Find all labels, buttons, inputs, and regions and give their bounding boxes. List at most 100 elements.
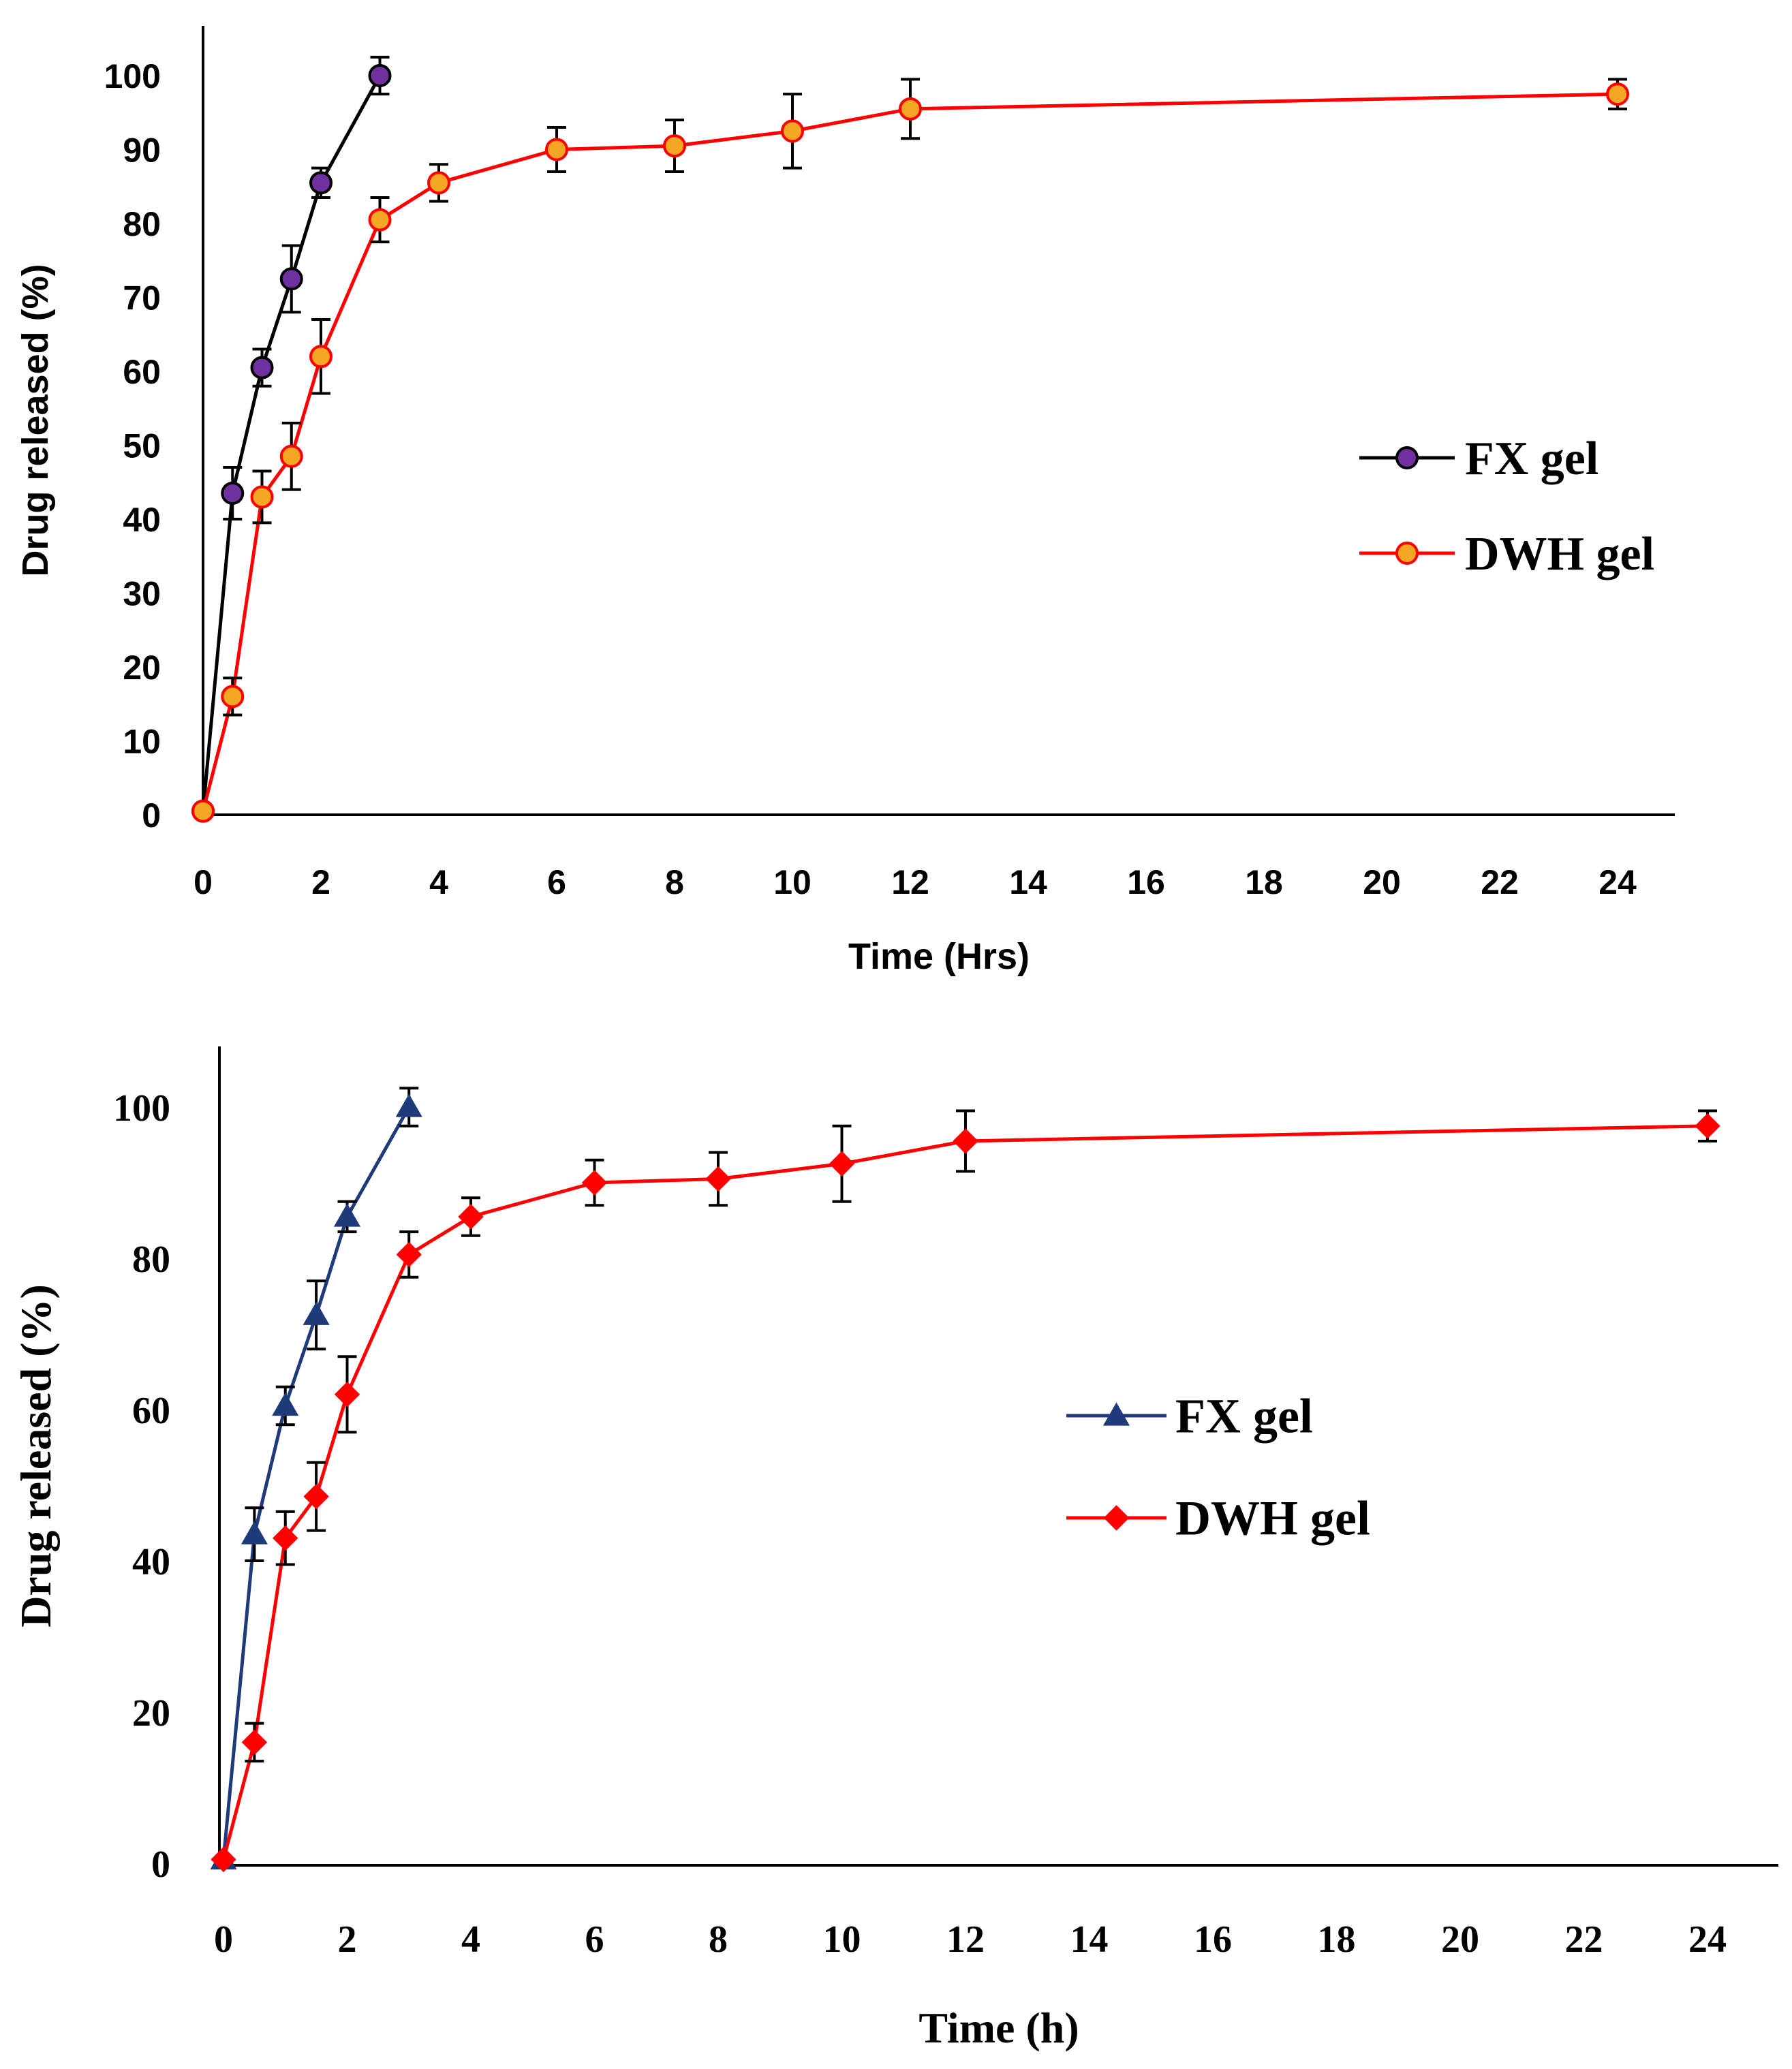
chart2-x-tick-label: 12 xyxy=(946,1918,985,1961)
chart2-x-tick-label: 10 xyxy=(823,1918,861,1961)
chart2-y-tick-label: 100 xyxy=(113,1087,170,1130)
chart1-y-tick-label: 20 xyxy=(123,649,161,687)
chart1-y-axis-title: Drug released (%) xyxy=(15,264,56,576)
chart2-series-line xyxy=(221,1124,1708,1861)
chart1-x-tick-label: 24 xyxy=(1598,863,1637,901)
chart1-data-point xyxy=(279,444,303,468)
chart2-data-point xyxy=(396,1241,422,1268)
chart1-y-tick-label: 10 xyxy=(123,723,161,761)
chart1-data-point xyxy=(781,119,804,143)
chart1-x-tick-label: 12 xyxy=(891,863,929,901)
chart2-data-point xyxy=(953,1128,978,1154)
chart2-series-line xyxy=(221,1106,411,1860)
chart2-y-tick-label: 0 xyxy=(151,1844,170,1886)
chart2-y-tick-label: 80 xyxy=(132,1239,170,1281)
chart1-data-point xyxy=(899,97,922,121)
chart2-data-point xyxy=(211,1846,236,1873)
chart2-x-tick-label: 14 xyxy=(1070,1918,1109,1961)
chart1-data-point xyxy=(1606,82,1629,106)
chart1-series-line xyxy=(201,92,1618,812)
chart1-y-tick-label: 50 xyxy=(123,427,161,465)
chart2-data-point xyxy=(458,1204,484,1230)
chart1-data-point xyxy=(250,485,274,509)
chart1-legend-marker xyxy=(1395,542,1419,565)
chart2-x-tick-label: 4 xyxy=(461,1918,480,1961)
chart1-y-tick-label: 90 xyxy=(123,131,161,170)
chart1-y-tick-label: 100 xyxy=(104,57,161,95)
chart2-legend-label: DWH gel xyxy=(1175,1491,1370,1545)
chart1-data-point xyxy=(191,799,215,823)
chart1-y-tick-label: 60 xyxy=(123,353,161,391)
chart2-data-point xyxy=(581,1170,608,1196)
chart1-x-tick-label: 0 xyxy=(194,863,213,901)
chart1-x-tick-label: 8 xyxy=(665,863,684,901)
chart2-data-point xyxy=(705,1166,731,1192)
chart1-data-point xyxy=(368,208,392,232)
chart1-data-point xyxy=(221,685,245,709)
chart2-data-point xyxy=(1695,1113,1720,1139)
chart1-x-tick-label: 2 xyxy=(311,863,330,901)
chart2-data-point xyxy=(303,1301,330,1325)
chart1-data-point xyxy=(427,171,450,195)
chart1-series-line xyxy=(201,74,382,811)
chart2-x-tick-label: 20 xyxy=(1441,1918,1479,1961)
chart1-x-tick-label: 18 xyxy=(1245,863,1283,901)
chart1-data-point xyxy=(221,482,245,505)
chart2-series-dwh-gel xyxy=(211,1109,1720,1873)
chart1-y-tick-label: 30 xyxy=(123,575,161,613)
chart1-x-tick-label: 14 xyxy=(1009,863,1047,901)
chart2-x-tick-label: 8 xyxy=(709,1918,728,1961)
chart2-x-tick-label: 22 xyxy=(1565,1918,1603,1961)
chart1-legend-label: FX gel xyxy=(1465,433,1598,485)
chart2-data-point xyxy=(829,1151,855,1177)
chart1-legend: FX gel DWH gel xyxy=(1359,433,1654,580)
chart2-data-point xyxy=(303,1483,329,1510)
chart2-x-tick-label: 6 xyxy=(585,1918,604,1961)
chart1-x-tick-label: 6 xyxy=(547,863,566,901)
chart1-x-tick-label: 10 xyxy=(773,863,812,901)
chart2-y-tick-label: 60 xyxy=(132,1390,170,1432)
chart1-x-axis-title: Time (Hrs) xyxy=(848,936,1030,977)
chart1-data-point xyxy=(309,345,333,369)
chart2-x-tick-label: 24 xyxy=(1688,1918,1727,1961)
chart1-series-fx-gel xyxy=(191,55,392,823)
chart2-x-tick-label: 18 xyxy=(1318,1918,1356,1961)
chart2-data-point xyxy=(241,1521,268,1544)
chart2-x-tick-label: 16 xyxy=(1194,1918,1232,1961)
chart1-y-tick-label: 40 xyxy=(123,501,161,539)
chart2-data-point xyxy=(395,1093,422,1117)
chart2-legend: FX gel DWH gel xyxy=(1066,1388,1370,1545)
chart2-x-tick-label: 2 xyxy=(338,1918,357,1961)
chart1-data-point xyxy=(545,138,568,161)
chart2-series-fx-gel xyxy=(210,1087,422,1870)
chart1-data-point xyxy=(309,171,333,195)
chart1-legend-label: DWH gel xyxy=(1465,528,1654,580)
chart2-legend-marker xyxy=(1102,1402,1130,1426)
chart2-y-tick-label: 20 xyxy=(132,1692,170,1734)
chart1-series-dwh-gel xyxy=(191,78,1629,823)
chart1-y-tick-label: 80 xyxy=(123,205,161,243)
chart1-x-tick-label: 22 xyxy=(1481,863,1519,901)
chart2-data-point xyxy=(272,1392,299,1416)
chart1-data-point xyxy=(663,134,686,158)
chart2-x-axis-title: Time (h) xyxy=(918,2004,1079,2052)
chart1-x-tick-label: 20 xyxy=(1363,863,1401,901)
chart2-y-axis-title: Drug released (%) xyxy=(12,1284,60,1628)
chart1-y-tick-label: 0 xyxy=(142,796,161,835)
chart1-y-tick-label: 70 xyxy=(123,279,161,317)
chart2-data-point xyxy=(273,1525,298,1551)
chart2-legend-label: FX gel xyxy=(1175,1388,1313,1443)
chart2-data-point xyxy=(334,1382,360,1407)
chart1-x-tick-label: 16 xyxy=(1127,863,1165,901)
chart1-data-point xyxy=(279,267,303,291)
chart1-data-point xyxy=(250,356,274,379)
chart2-y-tick-label: 40 xyxy=(132,1541,170,1583)
chart2-data-point xyxy=(241,1729,268,1756)
chart1-data-point xyxy=(368,64,392,87)
chart1-legend-marker xyxy=(1395,446,1419,469)
chart1-x-tick-label: 4 xyxy=(429,863,448,901)
chart2-x-tick-label: 0 xyxy=(214,1918,233,1961)
chart2-legend-marker xyxy=(1103,1505,1130,1531)
